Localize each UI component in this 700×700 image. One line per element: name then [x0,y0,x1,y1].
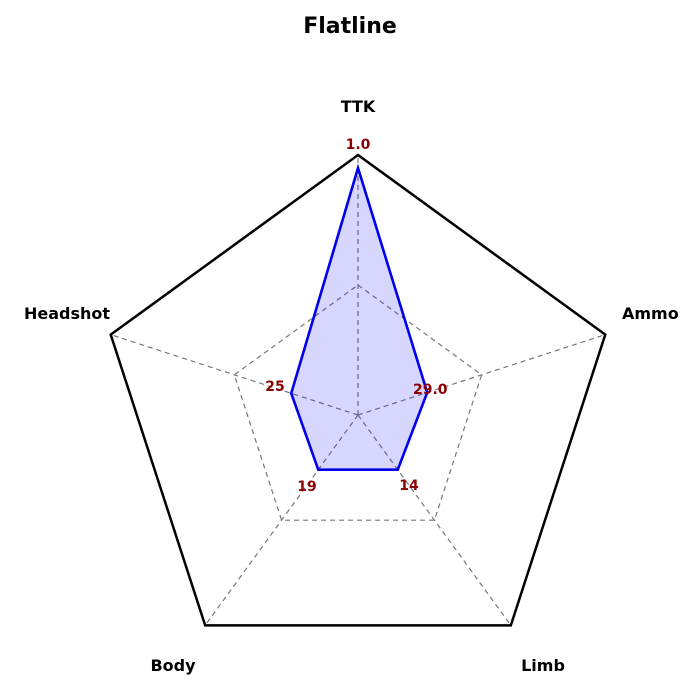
value-label-body: 19 [297,479,316,495]
value-label-ttk: 1.0 [346,137,371,153]
axis-label-ammo: Ammo [622,304,679,323]
axis-label-ttk: TTK [341,97,376,116]
chart-title: Flatline [303,14,397,39]
axis-label-limb: Limb [521,656,565,675]
value-label-headshot: 25 [265,379,284,395]
value-label-limb: 14 [399,478,419,494]
value-label-ammo: 29.0 [413,382,448,398]
axis-label-headshot: Headshot [24,304,110,323]
axis-label-body: Body [150,656,196,675]
